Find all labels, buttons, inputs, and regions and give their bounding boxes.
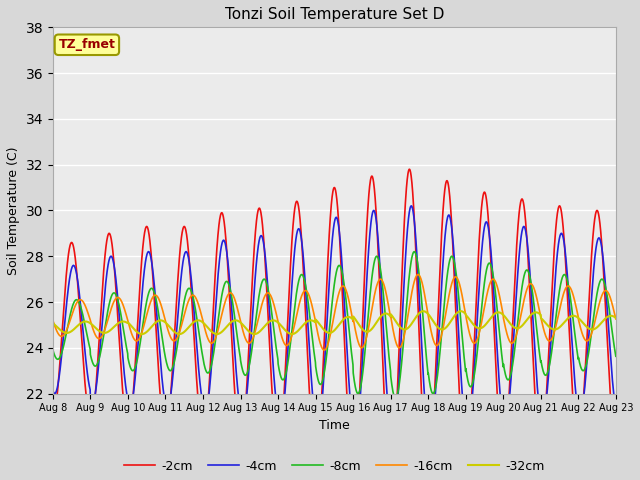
-8cm xyxy=(499,358,506,363)
-32cm xyxy=(206,327,214,333)
-2cm xyxy=(499,454,506,459)
Text: TZ_fmet: TZ_fmet xyxy=(58,38,115,51)
-16cm xyxy=(579,331,586,336)
Line: -32cm: -32cm xyxy=(53,311,616,334)
-2cm xyxy=(406,167,413,172)
-4cm xyxy=(408,203,415,209)
-16cm xyxy=(321,347,328,353)
-16cm xyxy=(364,332,371,338)
-8cm xyxy=(206,368,214,373)
-32cm xyxy=(213,331,221,337)
Line: -2cm: -2cm xyxy=(53,169,616,480)
-32cm xyxy=(49,321,57,326)
X-axis label: Time: Time xyxy=(319,419,349,432)
-16cm xyxy=(351,324,358,330)
-32cm xyxy=(563,317,570,323)
-8cm xyxy=(392,396,399,401)
-8cm xyxy=(410,249,418,254)
-16cm xyxy=(49,317,57,323)
-4cm xyxy=(351,436,358,442)
-2cm xyxy=(612,436,620,442)
Line: -16cm: -16cm xyxy=(53,275,616,350)
-32cm xyxy=(351,316,358,322)
-16cm xyxy=(499,308,506,313)
-32cm xyxy=(579,319,586,325)
-2cm xyxy=(563,276,570,282)
-4cm xyxy=(499,415,506,420)
-32cm xyxy=(612,315,620,321)
-8cm xyxy=(49,347,57,353)
-2cm xyxy=(424,478,432,480)
-4cm xyxy=(206,383,214,389)
-8cm xyxy=(563,275,570,281)
-8cm xyxy=(579,367,586,373)
Y-axis label: Soil Temperature (C): Soil Temperature (C) xyxy=(7,146,20,275)
-16cm xyxy=(206,339,214,345)
-32cm xyxy=(499,311,506,317)
Line: -8cm: -8cm xyxy=(53,252,616,398)
-2cm xyxy=(206,372,214,377)
-4cm xyxy=(579,404,586,410)
-8cm xyxy=(612,353,620,359)
-8cm xyxy=(351,380,358,385)
-16cm xyxy=(414,272,422,277)
-4cm xyxy=(563,262,570,268)
-16cm xyxy=(612,316,620,322)
-4cm xyxy=(49,387,57,393)
-2cm xyxy=(363,224,371,229)
-4cm xyxy=(388,441,396,447)
-32cm xyxy=(364,329,371,335)
Title: Tonzi Soil Temperature Set D: Tonzi Soil Temperature Set D xyxy=(225,7,444,22)
-2cm xyxy=(351,467,358,472)
-4cm xyxy=(363,276,371,282)
-32cm xyxy=(420,308,428,314)
Legend: -2cm, -4cm, -8cm, -16cm, -32cm: -2cm, -4cm, -8cm, -16cm, -32cm xyxy=(119,455,550,478)
-8cm xyxy=(363,328,371,334)
-2cm xyxy=(49,414,57,420)
-16cm xyxy=(563,284,570,290)
-4cm xyxy=(612,405,620,410)
-2cm xyxy=(579,413,586,419)
Line: -4cm: -4cm xyxy=(53,206,616,444)
